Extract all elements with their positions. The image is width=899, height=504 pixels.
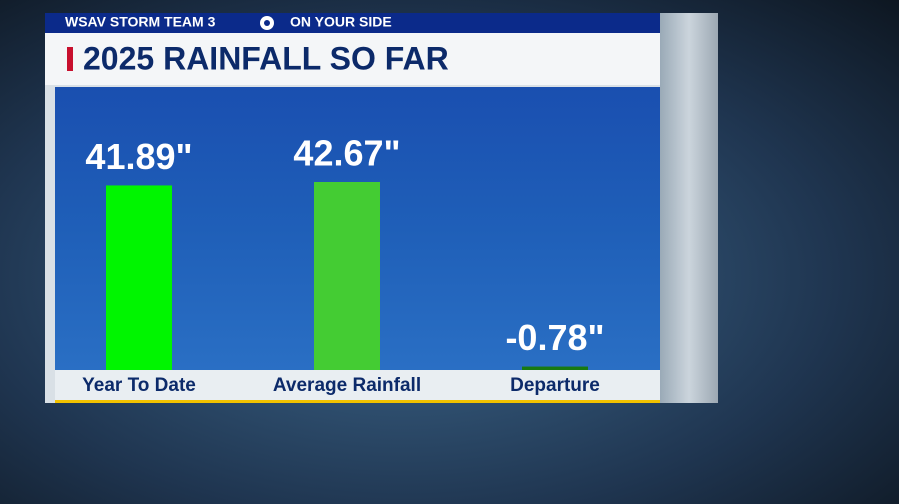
category-label: Departure [510, 375, 600, 396]
station-name: WSAV STORM TEAM 3 [65, 14, 216, 30]
value-label: -0.78" [505, 317, 604, 358]
label-strip [55, 370, 660, 400]
title-marker [67, 47, 73, 71]
title-bar [45, 33, 660, 85]
value-label: 41.89" [85, 136, 192, 177]
glass-edge [660, 13, 718, 403]
accent-line [55, 400, 660, 403]
chart-title: 2025 RAINFALL SO FAR [83, 40, 449, 76]
bar [314, 182, 380, 370]
top-strip [45, 13, 660, 33]
category-label: Year To Date [82, 375, 196, 396]
peacock-logo [260, 16, 274, 30]
bar [522, 366, 588, 370]
bar [106, 185, 172, 370]
category-label: Average Rainfall [273, 375, 421, 396]
value-label: 42.67" [293, 133, 400, 174]
slogan: ON YOUR SIDE [290, 14, 392, 30]
